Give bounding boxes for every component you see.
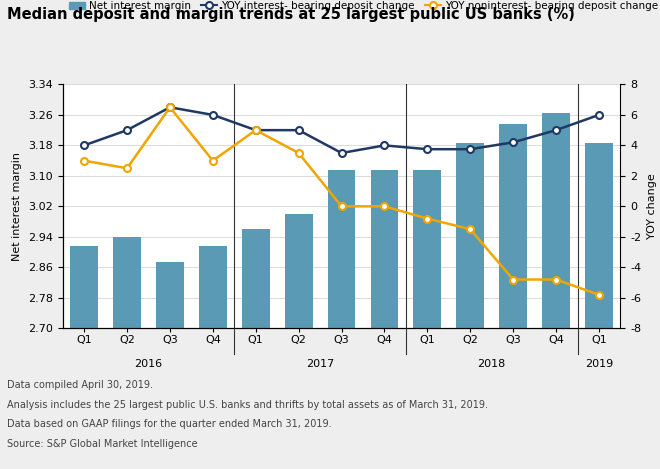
Bar: [542, 113, 570, 469]
Bar: [284, 214, 313, 469]
Bar: [199, 246, 227, 469]
Text: Source: S&P Global Market Intelligence: Source: S&P Global Market Intelligence: [7, 439, 197, 449]
Bar: [413, 170, 442, 469]
Text: 2017: 2017: [306, 359, 334, 369]
Y-axis label: Net interest margin: Net interest margin: [13, 152, 22, 261]
Bar: [370, 170, 399, 469]
Bar: [70, 246, 98, 469]
Bar: [113, 237, 141, 469]
Text: Data compiled April 30, 2019.: Data compiled April 30, 2019.: [7, 380, 152, 390]
Bar: [327, 170, 356, 469]
Bar: [499, 124, 527, 469]
Text: 2019: 2019: [585, 359, 613, 369]
Bar: [242, 229, 270, 469]
Y-axis label: YOY change: YOY change: [647, 174, 657, 239]
Text: Median deposit and margin trends at 25 largest public US banks (%): Median deposit and margin trends at 25 l…: [7, 7, 574, 22]
Text: Analysis includes the 25 largest public U.S. banks and thrifts by total assets a: Analysis includes the 25 largest public …: [7, 400, 488, 409]
Bar: [156, 262, 184, 469]
Text: 2018: 2018: [478, 359, 506, 369]
Text: Data based on GAAP filings for the quarter ended March 31, 2019.: Data based on GAAP filings for the quart…: [7, 419, 331, 429]
Bar: [456, 144, 484, 469]
Bar: [585, 144, 613, 469]
Legend: Net interest margin, YOY interest- bearing deposit change, YOY noninterest- bear: Net interest margin, YOY interest- beari…: [65, 0, 660, 15]
Text: 2016: 2016: [135, 359, 162, 369]
